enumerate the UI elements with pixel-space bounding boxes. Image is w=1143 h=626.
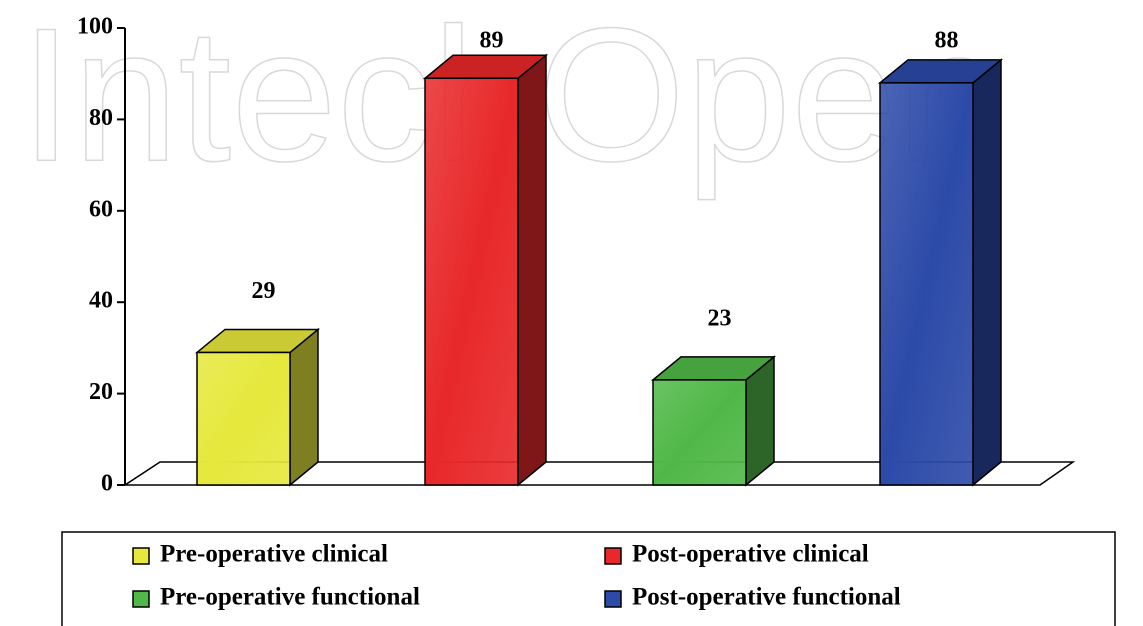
bar-side-shade [290, 329, 318, 485]
legend [61, 531, 1116, 626]
y-tick-label: 20 [89, 379, 113, 405]
bar [424, 77, 519, 486]
legend-label: Pre-operative functional [160, 584, 420, 611]
legend-swatch [604, 547, 622, 565]
bar-side-shade [518, 55, 546, 486]
data-label: 23 [708, 305, 732, 331]
y-tick-label: 40 [89, 288, 113, 314]
y-tick-label: 60 [89, 196, 113, 222]
bar [652, 379, 747, 486]
bar [879, 82, 974, 486]
data-label: 29 [252, 278, 276, 304]
legend-label: Post-operative clinical [632, 541, 869, 568]
y-tick-label: 100 [77, 14, 113, 40]
bar-side-shade [973, 59, 1001, 486]
y-tick-label: 0 [101, 471, 113, 497]
y-tick-label: 80 [89, 105, 113, 131]
legend-label: Pre-operative clinical [160, 541, 388, 568]
legend-label: Post-operative functional [632, 584, 901, 611]
bar-top-shade [425, 55, 546, 79]
data-label: 88 [935, 28, 959, 54]
bar-side-shade [746, 356, 774, 485]
legend-swatch [132, 547, 150, 565]
legend-swatch [604, 590, 622, 608]
data-label: 89 [480, 28, 504, 54]
bar-top-shade [653, 356, 774, 380]
bar [196, 351, 291, 486]
bar-top-shade [197, 329, 318, 353]
legend-swatch [132, 590, 150, 608]
bar-top-shade [880, 59, 1001, 83]
